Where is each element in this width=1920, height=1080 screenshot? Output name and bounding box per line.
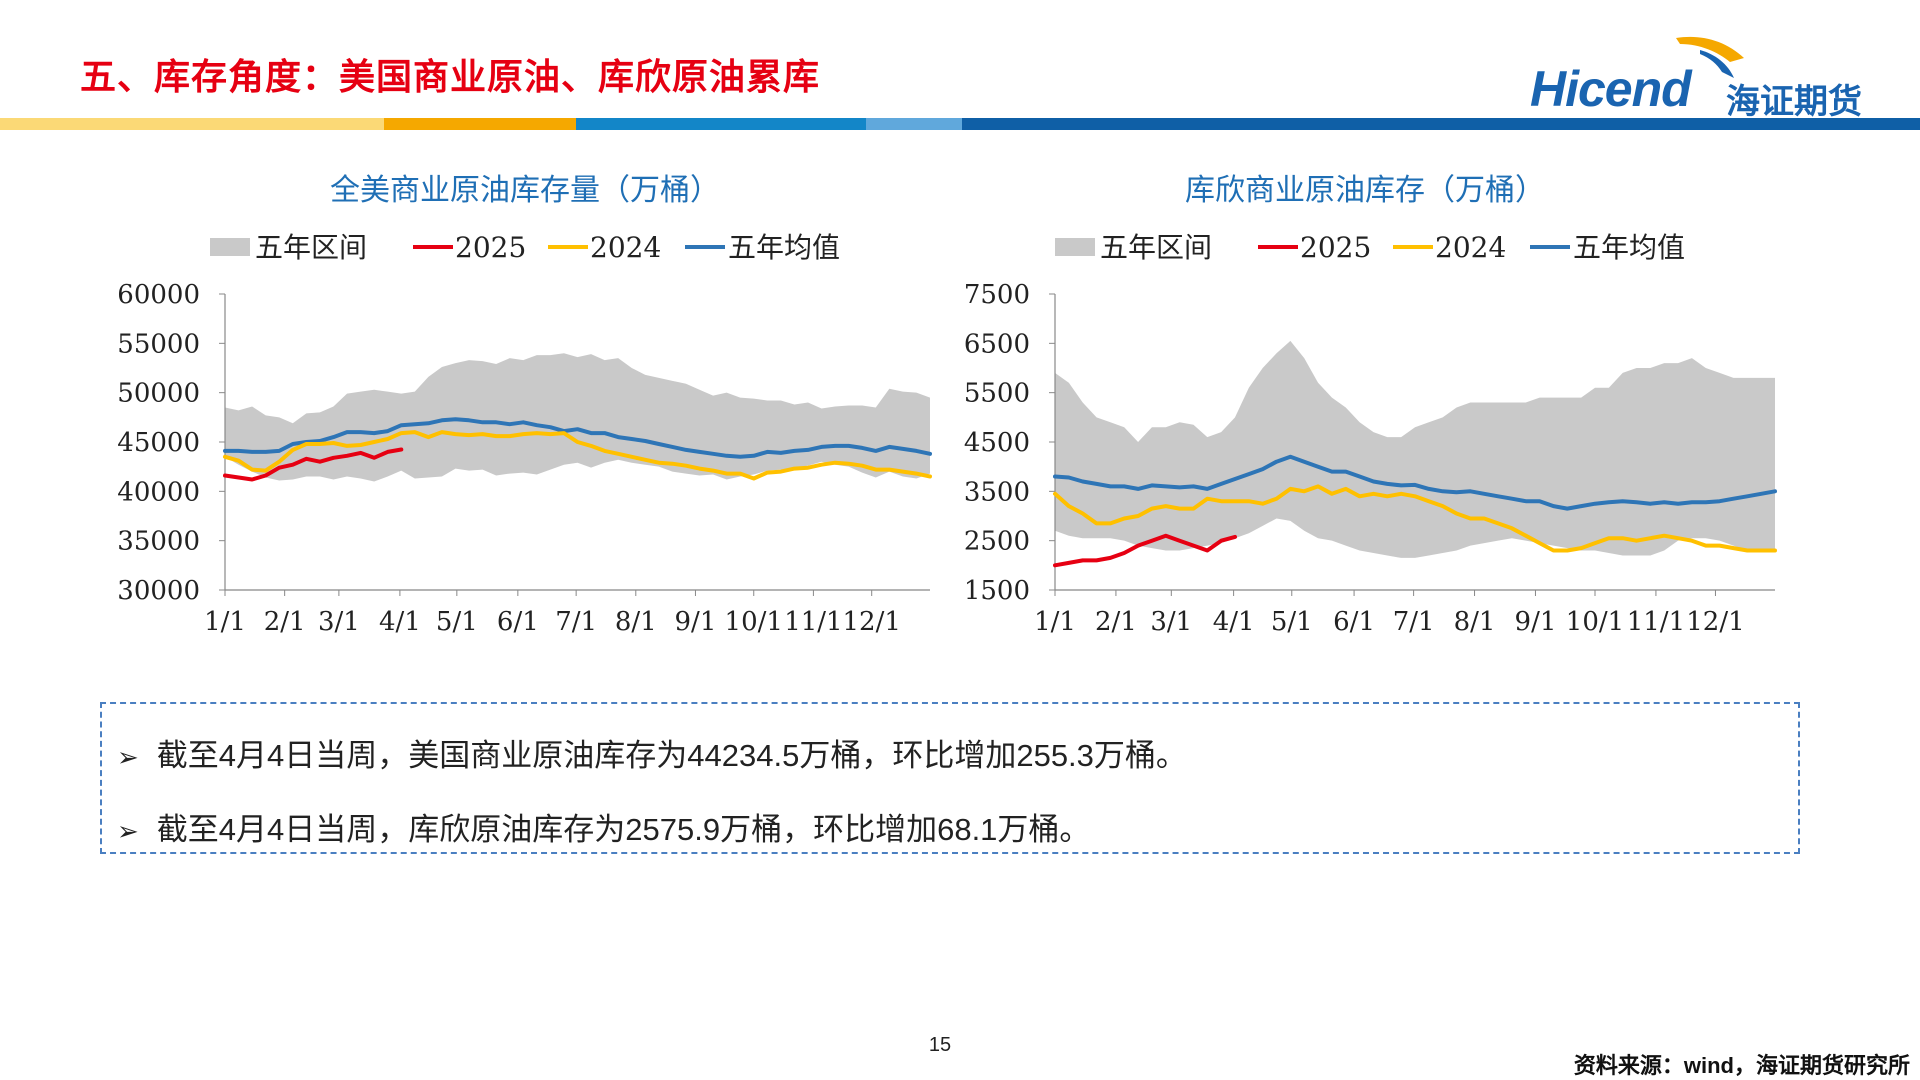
y-tick-label: 3500 (964, 477, 1030, 507)
page-number: 15 (928, 1034, 952, 1056)
stripe-segment (962, 118, 1920, 130)
x-tick-label: 5/1 (1271, 607, 1313, 637)
legend-label: 五年区间 (1100, 231, 1212, 264)
logo-chinese-name: 海证期货 (1726, 83, 1862, 121)
legend-swatch-band (210, 238, 250, 256)
legend-label: 2025 (1300, 231, 1371, 264)
stripe-segment (384, 118, 576, 130)
legend-label: 五年区间 (255, 231, 367, 264)
x-tick-label: 11/1 (1627, 607, 1685, 637)
y-tick-label: 5500 (964, 379, 1030, 409)
series-line-five-year-avg (1053, 454, 1777, 511)
five-year-range-band (1055, 340, 1775, 558)
y-tick-label: 1500 (964, 576, 1030, 606)
x-tick-label: 6/1 (497, 607, 539, 637)
notes-box: ➢ 截至4月4日当周，美国商业原油库存为44234.5万桶，环比增加255.3万桶… (100, 702, 1800, 854)
chart-title: 全美商业原油库存量（万桶） (330, 173, 720, 208)
x-tick-label: 3/1 (318, 607, 360, 637)
source-note: 资料来源：wind，海证期货研究所 (1573, 1053, 1910, 1078)
x-tick-label: 12/1 (843, 607, 901, 637)
x-tick-label: 8/1 (615, 607, 657, 637)
x-tick-label: 10/1 (1566, 607, 1624, 637)
legend-label: 五年均值 (728, 231, 840, 264)
y-tick-label: 55000 (117, 329, 200, 359)
y-tick-label: 2500 (964, 527, 1030, 557)
series-line-2025 (223, 447, 404, 482)
x-tick-label: 4/1 (1213, 607, 1255, 637)
stripe-segment (866, 118, 962, 130)
x-tick-label: 8/1 (1454, 607, 1496, 637)
x-tick-label: 9/1 (1515, 607, 1557, 637)
y-tick-label: 4500 (964, 428, 1030, 458)
y-tick-label: 6500 (964, 329, 1030, 359)
y-tick-label: 60000 (117, 280, 200, 310)
hicend-logo: Hicend 海证期货 (1520, 32, 1890, 122)
chart-1: 全美商业原油库存量（万桶） 五年区间 2025 2024 五年均值 60000 55000 5… (117, 173, 932, 637)
charts-area: 全美商业原油库存量（万桶） 五年区间 2025 2024 五年均值 60000 55000 5… (117, 173, 1777, 637)
bullet-arrow-icon: ➢ (117, 742, 139, 772)
logo-swoosh-icon (1676, 36, 1744, 78)
x-tick-label: 5/1 (436, 607, 478, 637)
stripe-segment (0, 118, 384, 130)
x-tick-label: 10/1 (725, 607, 783, 637)
series-line-2024 (1053, 484, 1777, 553)
x-tick-label: 12/1 (1686, 607, 1744, 637)
x-tick-label: 9/1 (675, 607, 717, 637)
legend-label: 2024 (590, 231, 661, 264)
note-text: 截至4月4日当周，美国商业原油库存为44234.5万桶，环比增加255.3万桶。 (156, 738, 1187, 773)
legend-label: 五年均值 (1573, 231, 1685, 264)
legend-label: 2024 (1435, 231, 1506, 264)
x-tick-label: 6/1 (1333, 607, 1375, 637)
note-line: ➢ 截至4月4日当周，库欣原油库存为2575.9万桶，环比增加68.1万桶。 (117, 804, 1090, 849)
x-tick-label: 11/1 (784, 607, 842, 637)
x-tick-label: 4/1 (379, 607, 421, 637)
y-tick-label: 7500 (964, 280, 1030, 310)
chart-2: 库欣商业原油库存（万桶） 五年区间 2025 2024 五年均值 7500 6500 5500… (964, 173, 1777, 637)
x-tick-label: 7/1 (1393, 607, 1435, 637)
legend-swatch-band (1055, 238, 1095, 256)
y-tick-label: 30000 (117, 576, 200, 606)
y-tick-label: 35000 (117, 527, 200, 557)
series-line-five-year-avg (223, 417, 932, 459)
note-line: ➢ 截至4月4日当周，美国商业原油库存为44234.5万桶，环比增加255.3万桶… (117, 730, 1187, 775)
x-tick-label: 1/1 (1034, 607, 1076, 637)
stripe-segment (576, 118, 866, 130)
y-tick-label: 50000 (117, 379, 200, 409)
bullet-arrow-icon: ➢ (117, 816, 139, 846)
slide-title: 五、库存角度：美国商业原油、库欣原油累库 (80, 56, 821, 97)
logo-wordmark: Hicend (1530, 61, 1692, 117)
legend-label: 2025 (455, 231, 526, 264)
x-tick-label: 7/1 (555, 607, 597, 637)
five-year-range-band (225, 353, 930, 482)
y-tick-label: 40000 (117, 477, 200, 507)
note-text: 截至4月4日当周，库欣原油库存为2575.9万桶，环比增加68.1万桶。 (156, 812, 1091, 847)
series-line-2024 (223, 430, 932, 481)
x-tick-label: 2/1 (1095, 607, 1137, 637)
y-tick-label: 45000 (117, 428, 200, 458)
x-tick-label: 1/1 (204, 607, 246, 637)
x-tick-label: 2/1 (264, 607, 306, 637)
chart-title: 库欣商业原油库存（万桶） (1185, 173, 1545, 208)
series-line-2025 (1053, 533, 1237, 568)
x-tick-label: 3/1 (1150, 607, 1192, 637)
